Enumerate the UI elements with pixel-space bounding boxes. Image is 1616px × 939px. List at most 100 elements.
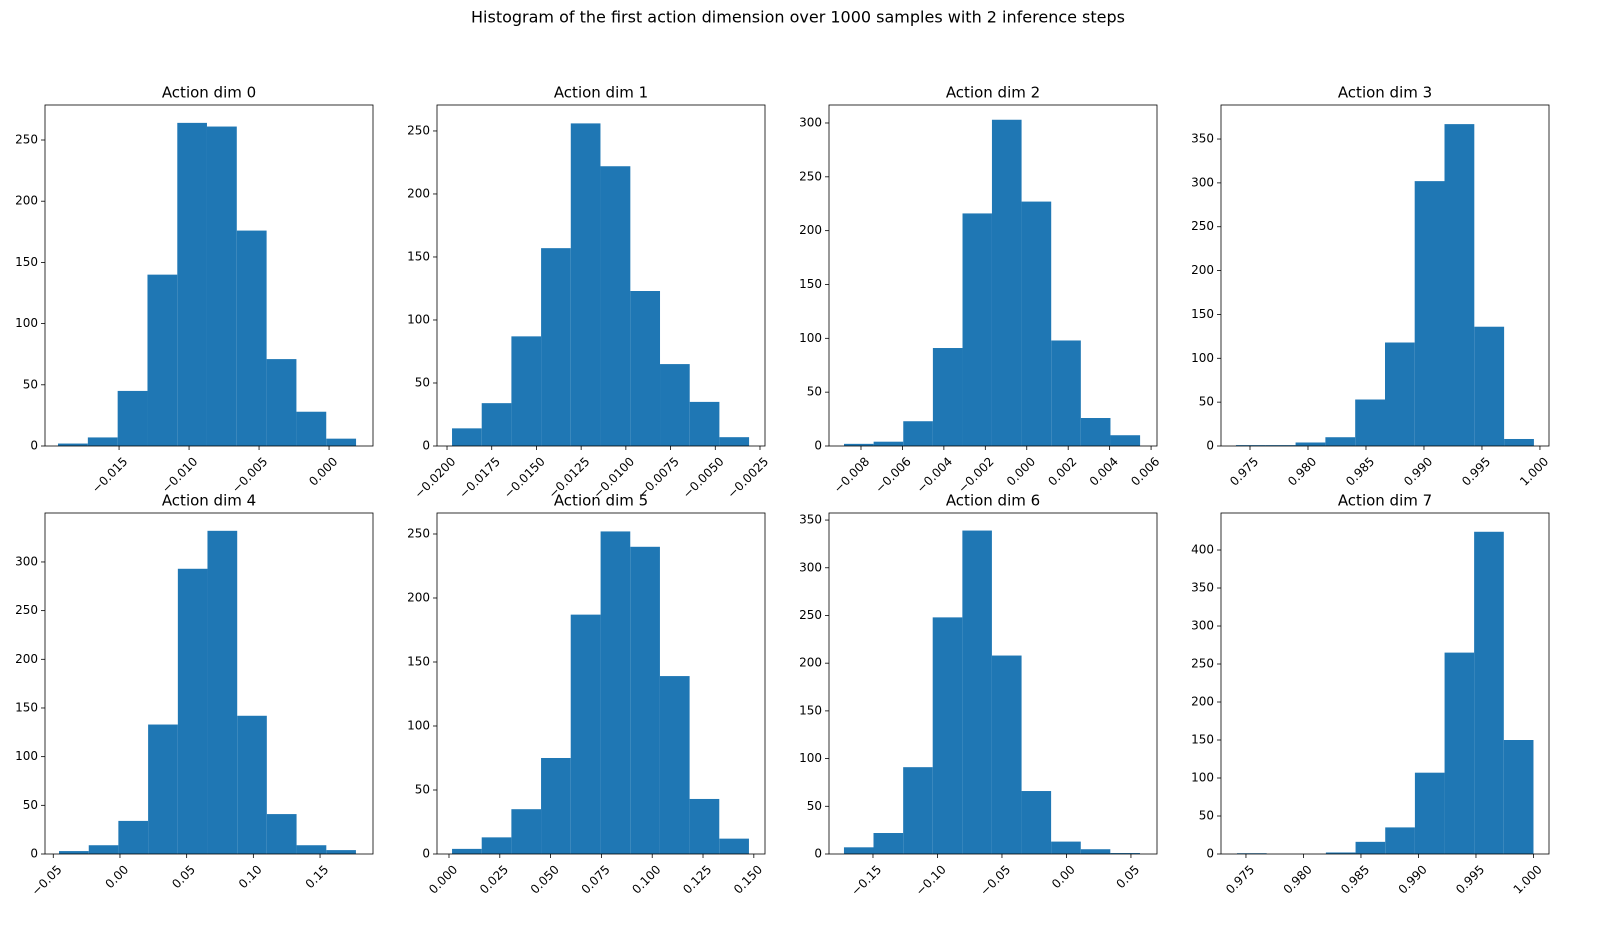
y-tick-label: 150 [15,255,38,269]
y-tick-label: 200 [1191,263,1214,277]
y-tick-label: 150 [1191,733,1214,747]
y-tick-label: 200 [799,223,822,237]
subplot: 0 50 100 150 200 250 300 350 400 0.975 0.980 0.985 0… [1191,492,1550,897]
bar [660,364,690,446]
bar [237,715,267,854]
y-tick-label: 100 [407,312,430,326]
bar [1021,201,1052,446]
y-tick-label: 0 [422,847,430,861]
y-tick-label: 150 [407,249,430,263]
y-tick-label: 250 [1191,657,1214,671]
bar [843,847,874,854]
bar [962,213,992,446]
bar [452,848,482,854]
x-tick-label: −0.10 [913,862,949,898]
axes-frame [828,512,1158,855]
axes-frame [436,104,766,447]
bar [1444,124,1475,446]
bar [630,546,660,854]
x-tick-label: 0.10 [236,862,265,891]
bar [296,845,327,854]
y-tick-label: 150 [799,277,822,291]
subplot-title: Action dim 0 [162,84,256,102]
y-tick-label: 0 [30,847,38,861]
subplot-title: Action dim 4 [162,492,256,510]
bar [1295,442,1326,446]
y-tick-label: 200 [799,656,822,670]
subplot: 0 50 100 150 200 250 300 350 0.975 0.980 0.985 0.99… [1191,84,1551,489]
bar [1325,852,1356,854]
axes-frame [44,512,374,855]
y-tick-label: 200 [15,652,38,666]
bar [541,248,571,446]
bar [570,123,601,446]
x-tick-label: 0.990 [1396,862,1430,896]
y-tick-label: 350 [1191,581,1214,595]
subplot: 0 50 100 150 200 250 −0.015 −0.010 −0.005 0.000 Ac… [15,84,374,496]
bar [206,126,237,446]
subplot: 0 50 100 150 200 250 300 350 −0.15 −0.10 −0.05 0.00… [799,492,1158,898]
y-tick-label: 250 [15,603,38,617]
bar [689,401,720,446]
bar [873,833,904,854]
x-tick-label: 0.000 [1004,454,1038,488]
x-tick-label: −0.0175 [456,454,503,501]
bar [630,291,661,446]
x-tick-label: −0.010 [159,454,200,495]
y-tick-label: 50 [415,782,430,796]
x-tick-label: −0.0200 [412,454,459,501]
bar [1051,340,1081,446]
y-tick-label: 200 [407,186,430,200]
y-tick-label: 150 [1191,307,1214,321]
bar [177,122,207,447]
bar [932,617,963,854]
subplot: 0 50 100 150 200 250 0.000 0.025 0.050 0.075 0.100… [407,492,766,897]
bar [1444,652,1475,854]
x-tick-label: 0.050 [528,862,562,896]
y-tick-label: 0 [1206,439,1214,453]
x-tick-label: 0.00 [103,862,132,891]
axes-frame [1220,512,1550,855]
y-tick-label: 250 [407,526,430,540]
x-tick-label: −0.004 [914,454,955,495]
bar [236,230,267,446]
bar [1235,445,1266,446]
x-tick-label: −0.015 [89,454,130,495]
x-tick-label: 0.025 [477,862,511,896]
y-tick-label: 300 [1191,175,1214,189]
x-tick-label: 1.000 [1511,862,1545,896]
bar [600,166,631,446]
x-tick-label: 1.000 [1517,454,1551,488]
bar [873,441,904,446]
axes-frame [44,104,374,447]
bar [326,438,357,446]
bar [1265,445,1296,446]
bar [1414,181,1445,446]
y-tick-label: 100 [1191,771,1214,785]
bar [266,359,297,446]
x-tick-label: −0.002 [955,454,996,495]
y-tick-label: 250 [799,608,822,622]
y-tick-label: 100 [15,749,38,763]
y-tick-label: 50 [415,375,430,389]
x-tick-label: 0.00 [1049,862,1078,891]
x-tick-label: 0.05 [1113,862,1142,891]
bar [689,798,720,854]
x-tick-label: 0.975 [1223,862,1257,896]
x-tick-label: 0.075 [579,862,613,896]
y-tick-label: 100 [1191,351,1214,365]
bar [1021,791,1052,854]
axes-frame [436,512,766,855]
subplot-title: Action dim 2 [946,84,1040,102]
x-tick-label: 0.990 [1401,454,1435,488]
subplot-title: Action dim 1 [554,84,648,102]
y-tick-label: 0 [1206,847,1214,861]
y-tick-label: 200 [15,194,38,208]
bar [452,428,482,446]
y-tick-label: 350 [1191,132,1214,146]
y-tick-label: 150 [407,654,430,668]
y-tick-label: 50 [807,385,822,399]
y-tick-label: 250 [799,169,822,183]
x-tick-label: 0.150 [731,862,765,896]
bar [59,851,89,854]
